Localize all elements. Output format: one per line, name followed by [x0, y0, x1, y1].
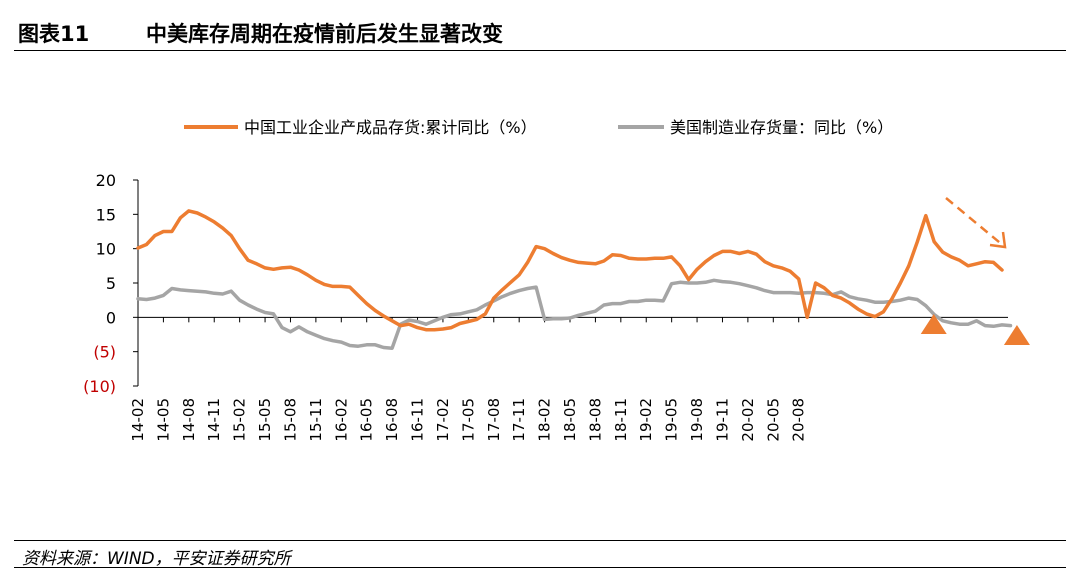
- x-tick-label: 17-08: [485, 398, 503, 442]
- chart-annotations: [920, 197, 1030, 345]
- y-tick-label: 20: [96, 171, 116, 190]
- x-tick-label: 20-02: [739, 398, 757, 442]
- x-tick-label: 16-08: [383, 398, 401, 442]
- trend-arrow-head: [989, 231, 1007, 249]
- x-tick-label: 14-11: [205, 398, 223, 442]
- x-tick-label: 14-05: [154, 398, 172, 442]
- y-tick-label: 5: [106, 274, 116, 293]
- y-tick-label: 0: [106, 308, 116, 327]
- triangle-marker-19-12: [920, 314, 947, 334]
- chart-legend: 中国工业企业产成品存货:累计同比（%） 美国制造业存货量：同比（%）: [184, 118, 893, 137]
- legend-label-china: 中国工业企业产成品存货:累计同比（%）: [244, 118, 537, 137]
- x-tick-label: 16-02: [332, 398, 350, 442]
- chart-series: [136, 209, 1013, 350]
- x-tick-label: 17-05: [459, 398, 477, 442]
- y-tick-label: 10: [96, 240, 116, 259]
- x-tick-label: 17-11: [510, 398, 528, 442]
- figure-title-bar: 图表11 中美库存周期在疫情前后发生显著改变: [14, 14, 1066, 51]
- series-line-china: [136, 209, 1004, 332]
- y-tick-label: (5): [93, 343, 116, 362]
- x-tick-label: 16-11: [409, 398, 427, 442]
- x-tick-label: 15-11: [307, 398, 325, 442]
- y-tick-label: (10): [83, 377, 116, 396]
- x-tick-label: 14-08: [180, 398, 198, 442]
- series-line-us: [136, 278, 1013, 350]
- y-tick-label: 15: [96, 205, 116, 224]
- x-tick-label: 15-05: [256, 398, 274, 442]
- legend-label-us: 美国制造业存货量：同比（%）: [670, 118, 893, 137]
- source-note: 资料来源：WIND，平安证券研究所: [22, 549, 291, 569]
- x-tick-label: 19-08: [688, 398, 706, 442]
- x-tick-label: 19-05: [663, 398, 681, 442]
- x-tick-label: 19-11: [713, 398, 731, 442]
- x-tick-label: 14-02: [129, 398, 147, 442]
- x-tick-label: 19-02: [637, 398, 655, 442]
- x-tick-label: 18-02: [536, 398, 554, 442]
- source-footer: 资料来源：WIND，平安证券研究所: [14, 540, 1066, 569]
- x-tick-label: 18-08: [586, 398, 604, 442]
- x-tick-label: 20-05: [764, 398, 782, 442]
- x-tick-label: 15-08: [281, 398, 299, 442]
- x-tick-label: 16-05: [358, 398, 376, 442]
- x-tick-label: 15-02: [231, 398, 249, 442]
- triangle-marker-20-10: [1003, 325, 1030, 345]
- trend-arrow-shaft: [945, 197, 1006, 248]
- x-tick-label: 18-11: [612, 398, 630, 442]
- x-tick-label: 20-08: [790, 398, 808, 442]
- figure-number: 图表11: [18, 22, 90, 46]
- x-tick-label: 18-05: [561, 398, 579, 442]
- x-tick-label: 17-02: [434, 398, 452, 442]
- figure-title: 中美库存周期在疫情前后发生显著改变: [146, 22, 503, 46]
- chart-axes: 20 15 10 5 0 (5) (10) 14-02 14-05 14-08 14-11 15-02…: [83, 171, 1008, 442]
